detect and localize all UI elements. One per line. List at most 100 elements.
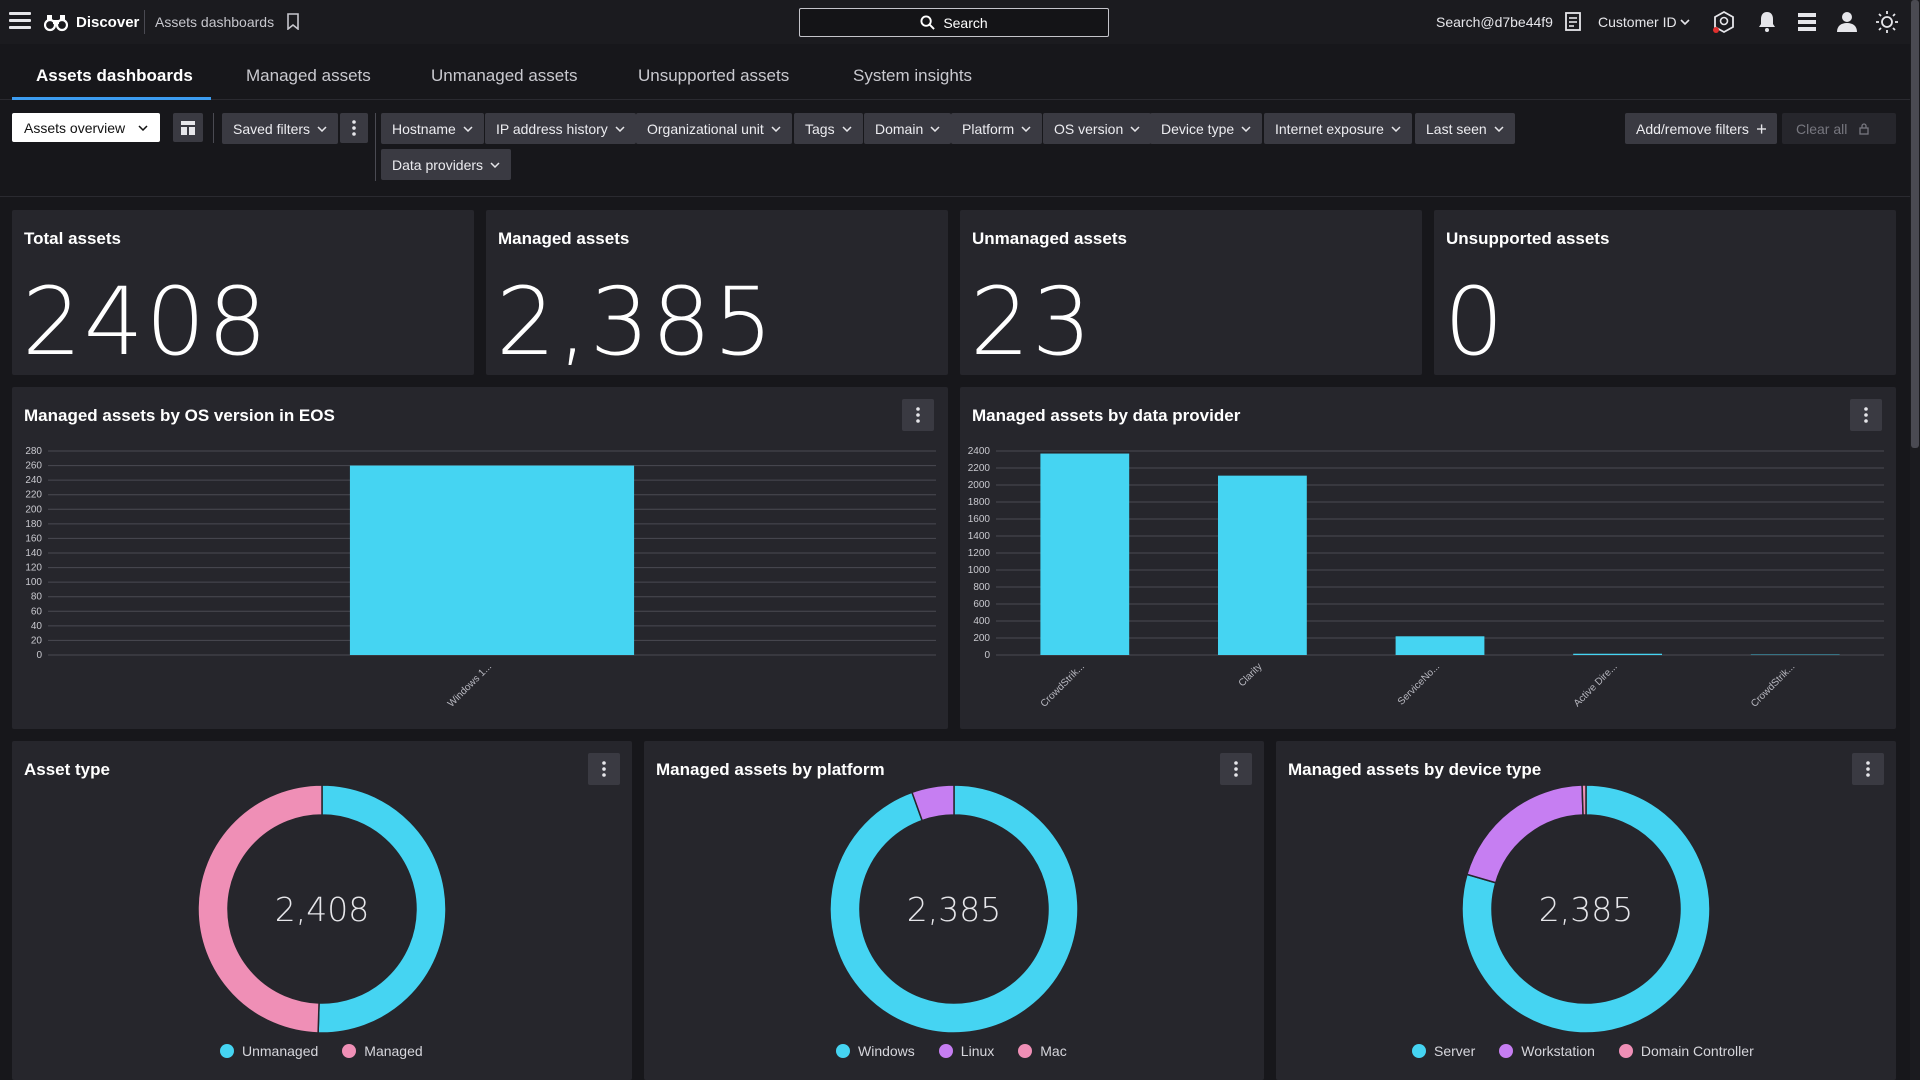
legend-label: Unmanaged [242,1043,319,1059]
donut-slice[interactable] [317,784,447,1034]
layout-grid-icon [181,120,195,135]
chevron-down-icon [317,125,327,132]
chart-card-asset-type: Asset type 2,408 Unmanaged Managed [12,741,632,1080]
bar[interactable] [1218,475,1307,655]
y-tick-label: 200 [25,504,42,515]
app-name[interactable]: Discover [76,14,140,31]
y-tick-label: 800 [973,582,990,593]
tab-managed-assets[interactable]: Managed assets [246,66,371,85]
user-icon[interactable] [1834,10,1860,34]
chart-menu-button[interactable] [1850,399,1882,431]
donut-slice[interactable] [197,784,323,1034]
dashboard-selector[interactable]: Assets overview [12,113,160,142]
donut-slice[interactable] [1461,784,1711,1034]
filter-chip-domain[interactable]: Domain [864,113,952,144]
filter-chip-os-version[interactable]: OS version [1043,113,1152,144]
tab-unmanaged-assets[interactable]: Unmanaged assets [431,66,578,85]
legend-item[interactable]: Workstation [1499,1043,1595,1059]
filter-chip-tags[interactable]: Tags [794,113,863,144]
filter-chip-hostname[interactable]: Hostname [381,113,484,144]
donut-slice[interactable] [829,784,1079,1034]
chevron-down-icon [1241,125,1251,132]
chart-card-platform: Managed assets by platform 2,385 Windows… [644,741,1264,1080]
stat-card-unmanaged-assets: Unmanaged assets 23 [960,210,1422,377]
filter-chip-label: Last seen [1426,120,1487,137]
tab-assets-dashboards[interactable]: Assets dashboards [36,66,193,85]
y-tick-label: 1800 [968,497,991,508]
kebab-menu-icon [916,407,920,423]
filter-chip-data-providers[interactable]: Data providers [381,149,512,180]
donut-chart-platform: 2,385 [829,784,1079,1034]
chart-title: Asset type [24,760,110,779]
add-remove-filters-button[interactable]: Add/remove filters [1625,113,1777,144]
legend-item[interactable]: Mac [1018,1043,1067,1059]
crowd-icon[interactable] [1711,10,1737,34]
x-tick-label: Active Dire... [1572,661,1620,709]
legend-swatch [938,1044,953,1058]
user-account[interactable]: Search@d7be44f9 [1436,14,1553,30]
chevron-down-icon [1680,19,1690,26]
notes-icon[interactable] [1560,10,1586,34]
chart-menu-button[interactable] [902,399,934,431]
tab-bar: Assets dashboards Managed assets Unmanag… [0,44,1910,100]
chevron-down-icon [615,125,625,132]
legend-item[interactable]: Managed [342,1043,423,1059]
menu-icon[interactable] [9,12,31,32]
chart-menu-button[interactable] [588,753,620,785]
clear-all-button[interactable]: Clear all [1782,113,1896,144]
y-tick-label: 1600 [968,514,991,525]
clear-all-label: Clear all [1796,120,1848,137]
saved-filters-dropdown[interactable]: Saved filters [222,113,339,144]
filter-chip-organizational-unit[interactable]: Organizational unit [636,113,792,144]
chart-menu-button[interactable] [1220,753,1252,785]
chart-menu-button[interactable] [1852,753,1884,785]
filter-chip-label: Device type [1161,120,1235,137]
donut-slice[interactable] [1581,784,1587,816]
filter-chip-device-type[interactable]: Device type [1150,113,1263,144]
stat-card-unsupported-assets: Unsupported assets 0 [1434,210,1896,377]
donut-slice[interactable] [1465,784,1584,884]
legend-item[interactable]: Domain Controller [1618,1043,1754,1059]
chart-title: Managed assets by data provider [972,406,1241,425]
y-tick-label: 80 [31,592,43,603]
chevron-down-icon [771,125,781,132]
bookmark-icon[interactable] [286,13,300,30]
legend-item[interactable]: Unmanaged [220,1043,318,1059]
legend-item[interactable]: Linux [938,1043,994,1059]
legend-label: Managed [364,1043,423,1059]
bar[interactable] [1395,636,1485,655]
filter-chip-platform[interactable]: Platform [951,113,1043,144]
bar[interactable] [1573,653,1662,655]
customer-id-selector[interactable]: Customer ID [1598,14,1677,30]
filter-options-button[interactable] [340,113,368,143]
legend-item[interactable]: Windows [836,1043,915,1059]
legend-label: Windows [858,1043,915,1059]
bar[interactable] [1040,453,1130,655]
tab-system-insights[interactable]: System insights [853,66,973,85]
divider [213,113,214,143]
chart-legend: Windows Linux Mac [836,1043,1067,1059]
search-button[interactable]: Search [799,8,1109,37]
bell-icon[interactable] [1754,10,1780,34]
stat-title: Unmanaged assets [972,229,1127,248]
tab-unsupported-assets[interactable]: Unsupported assets [638,66,790,85]
breadcrumb[interactable]: Assets dashboards [155,14,275,30]
bar[interactable] [349,465,635,655]
stat-value: 23 [970,268,1094,377]
lock-icon [1859,122,1870,135]
filter-bar: Assets overview Saved filters Hostname I… [0,101,1910,197]
filter-chip-last-seen[interactable]: Last seen [1415,113,1515,144]
legend-item[interactable]: Server [1412,1043,1475,1059]
add-remove-filters-label: Add/remove filters [1636,120,1749,137]
theme-sun-icon[interactable] [1874,10,1900,34]
saved-filters-label: Saved filters [233,120,311,137]
donut-slice[interactable] [911,784,955,822]
scrollbar-thumb[interactable] [1911,0,1919,448]
feed-icon[interactable] [1794,10,1820,34]
filter-chip-ip-address-history[interactable]: IP address history [485,113,636,144]
layout-button[interactable] [173,113,203,142]
y-tick-label: 0 [984,650,990,661]
chart-card-data-provider: Managed assets by data provider 0 200 400 6… [960,387,1896,729]
filter-chip-internet-exposure[interactable]: Internet exposure [1264,113,1412,144]
scrollbar-track[interactable] [1910,0,1920,1080]
